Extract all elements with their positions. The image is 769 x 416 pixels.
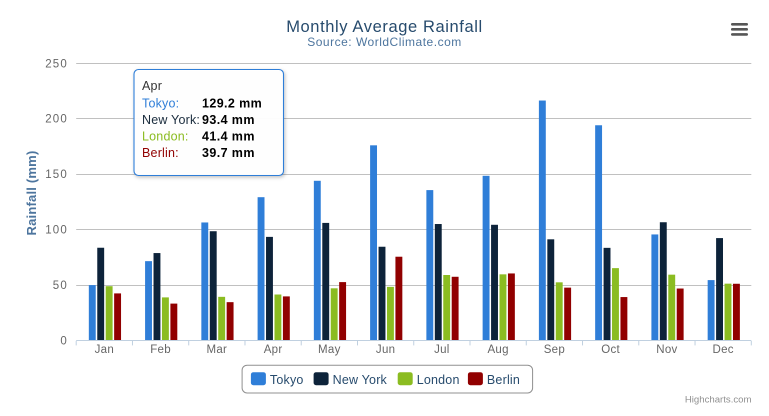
svg-text:250: 250 <box>45 58 68 70</box>
svg-text:Aug: Aug <box>487 344 508 356</box>
svg-text:Rainfall (mm): Rainfall (mm) <box>24 151 39 236</box>
svg-text:Sep: Sep <box>544 344 565 356</box>
svg-text:Monthly Average Rainfall: Monthly Average Rainfall <box>286 18 483 36</box>
svg-text:150: 150 <box>45 169 68 181</box>
svg-text:Apr: Apr <box>142 79 162 93</box>
svg-text:Tokyo: Tokyo <box>270 373 304 387</box>
svg-text:Highcharts.com: Highcharts.com <box>685 394 752 405</box>
svg-text:May: May <box>318 344 341 356</box>
svg-text:Nov: Nov <box>656 344 677 356</box>
svg-text:Tokyo:: Tokyo: <box>142 97 179 111</box>
svg-text:New York:: New York: <box>142 113 200 127</box>
svg-text:Source: WorldClimate.com: Source: WorldClimate.com <box>307 35 462 49</box>
svg-text:0: 0 <box>60 335 68 347</box>
svg-text:Berlin:: Berlin: <box>142 146 179 160</box>
svg-text:Mar: Mar <box>206 344 227 356</box>
svg-text:200: 200 <box>45 114 68 126</box>
svg-text:London:: London: <box>142 130 189 144</box>
svg-text:Jul: Jul <box>434 344 450 356</box>
svg-text:Dec: Dec <box>712 344 733 356</box>
svg-text:93.4 mm: 93.4 mm <box>202 113 255 127</box>
svg-text:Jan: Jan <box>95 344 114 356</box>
svg-text:129.2 mm: 129.2 mm <box>202 97 262 111</box>
svg-text:50: 50 <box>53 280 68 292</box>
svg-text:100: 100 <box>45 225 68 237</box>
svg-text:41.4 mm: 41.4 mm <box>202 130 255 144</box>
svg-text:New York: New York <box>333 373 388 387</box>
svg-text:London: London <box>417 373 460 387</box>
svg-text:39.7 mm: 39.7 mm <box>202 146 255 160</box>
svg-text:Apr: Apr <box>264 344 283 356</box>
svg-text:Feb: Feb <box>150 344 171 356</box>
svg-text:Jun: Jun <box>376 344 395 356</box>
svg-text:Berlin: Berlin <box>487 373 520 387</box>
svg-text:Oct: Oct <box>601 344 620 356</box>
